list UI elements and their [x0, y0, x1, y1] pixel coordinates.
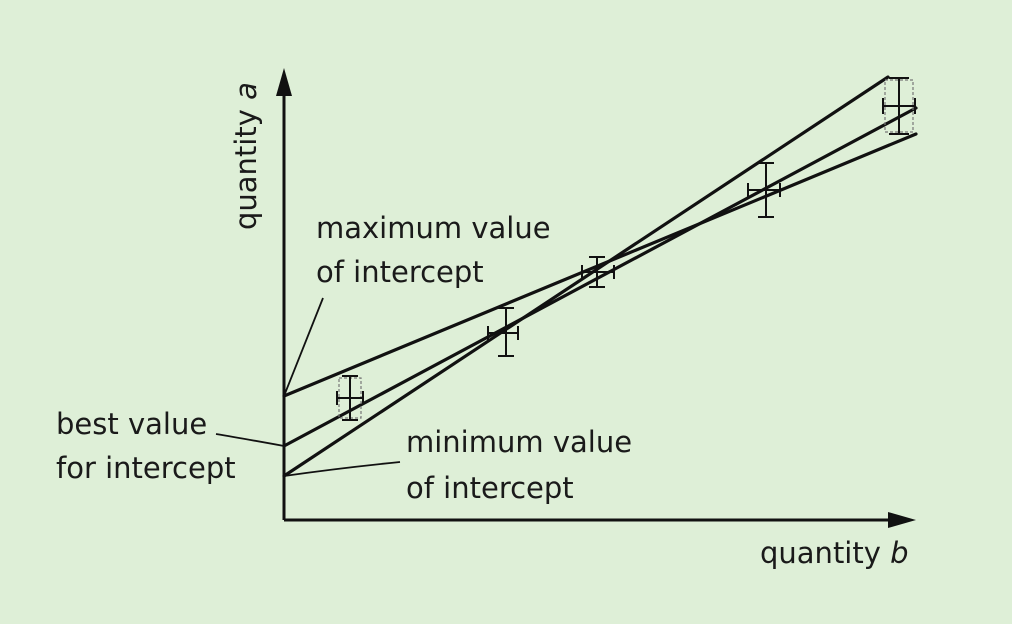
- max-intercept-label-2: of intercept: [316, 255, 484, 289]
- min-intercept-label: minimum value: [406, 425, 632, 459]
- max-intercept-label: maximum value: [316, 211, 551, 245]
- max-intercept-line: [282, 132, 918, 398]
- best-intercept-label: best value: [56, 407, 207, 441]
- data-point-2: [487, 307, 519, 357]
- data-point-5: [882, 77, 916, 135]
- x-axis-label: quantity b: [760, 536, 909, 570]
- min-intercept-line: [282, 75, 890, 478]
- y-axis-label: quantity a: [229, 82, 263, 230]
- best-intercept-leader: [215, 433, 285, 447]
- data-point-1: [336, 375, 364, 421]
- data-point-4: [747, 162, 781, 218]
- best-fit-line: [282, 106, 918, 448]
- min-intercept-label-2: of intercept: [406, 471, 574, 505]
- min-intercept-leader: [283, 461, 401, 477]
- data-point-3: [581, 256, 615, 288]
- max-intercept-leader: [283, 297, 324, 397]
- x-axis-arrowhead: [888, 512, 916, 528]
- best-intercept-label-2: for intercept: [56, 451, 236, 485]
- y-axis-arrowhead: [276, 68, 292, 96]
